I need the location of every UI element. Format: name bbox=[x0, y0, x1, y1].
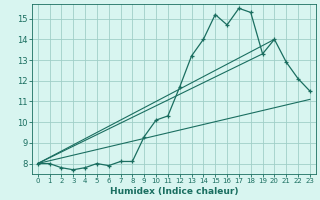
X-axis label: Humidex (Indice chaleur): Humidex (Indice chaleur) bbox=[109, 187, 238, 196]
